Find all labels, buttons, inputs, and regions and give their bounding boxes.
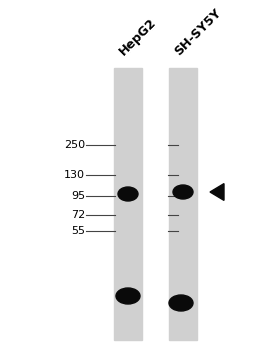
Bar [114, 68, 142, 340]
Text: 130: 130 [64, 170, 85, 180]
Ellipse shape [118, 187, 138, 201]
Bar [169, 68, 197, 340]
Text: HepG2: HepG2 [117, 16, 159, 58]
Ellipse shape [169, 295, 193, 311]
Ellipse shape [116, 288, 140, 304]
Ellipse shape [173, 185, 193, 199]
Polygon shape [210, 184, 224, 201]
Text: SH-SY5Y: SH-SY5Y [172, 6, 223, 58]
Text: 250: 250 [64, 140, 85, 150]
Text: 55: 55 [71, 226, 85, 236]
Text: 72: 72 [71, 210, 85, 220]
Text: 95: 95 [71, 191, 85, 201]
